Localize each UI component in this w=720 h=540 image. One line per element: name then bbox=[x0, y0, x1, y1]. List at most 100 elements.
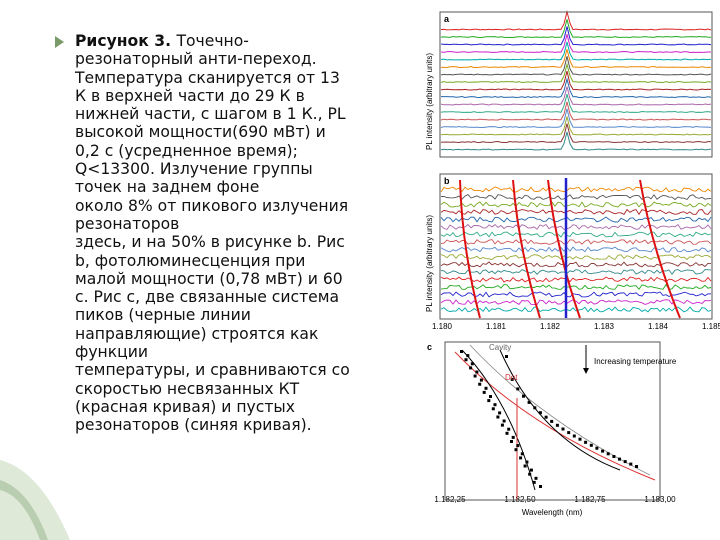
y-label: PL intensity (arbitrary units) bbox=[425, 215, 434, 312]
caption-line: резонаторов (синяя кривая). bbox=[75, 416, 350, 434]
spectrum bbox=[440, 306, 712, 313]
caption-text: К в верхней части до 29 К в bbox=[75, 86, 305, 105]
caption-line: резонаторный анти-переход. bbox=[75, 50, 350, 68]
spectrum bbox=[440, 34, 711, 54]
spectrum bbox=[440, 108, 712, 129]
caption-line: направляющие) строятся как bbox=[75, 325, 350, 343]
caption-text: малой мощности (0,78 мВт) и 60 bbox=[75, 269, 343, 288]
caption-text: с. Рис c, две связанные система bbox=[75, 288, 340, 307]
spectrum bbox=[441, 49, 712, 69]
spectrum bbox=[440, 261, 712, 268]
point bbox=[478, 382, 482, 386]
point bbox=[469, 366, 473, 370]
spectrum bbox=[440, 254, 712, 261]
caption-line: температуры, и сравниваются со bbox=[75, 361, 350, 379]
point bbox=[514, 448, 518, 452]
panel-c bbox=[444, 341, 661, 501]
dot-label: Dot bbox=[505, 373, 518, 382]
point bbox=[487, 399, 491, 403]
caption-line: точек на заднем фоне bbox=[75, 178, 350, 196]
caption-line: Q<13300. Излучение группы bbox=[75, 160, 350, 178]
point bbox=[475, 370, 479, 374]
point bbox=[505, 431, 509, 435]
caption-text: Q<13300. Излучение группы bbox=[75, 160, 313, 179]
point bbox=[555, 423, 559, 427]
caption-line: b, фотолюминесценция при bbox=[75, 252, 350, 270]
spectrum bbox=[440, 231, 712, 238]
x-tick-label: 1.185 bbox=[702, 322, 720, 331]
spectrum bbox=[440, 223, 712, 230]
spectrum bbox=[440, 26, 712, 46]
point bbox=[470, 362, 474, 366]
x-tick-label: 1.184 bbox=[648, 322, 669, 331]
point bbox=[544, 415, 548, 419]
spectrum bbox=[441, 77, 712, 99]
caption-text: высокой мощности(690 мВт) и bbox=[75, 123, 326, 142]
x-tick-label: 1.183 bbox=[594, 322, 615, 331]
point bbox=[473, 374, 477, 378]
point bbox=[572, 434, 576, 438]
point bbox=[534, 476, 538, 480]
caption-line: Температура сканируется от 13 bbox=[75, 69, 350, 87]
point bbox=[539, 485, 542, 488]
point bbox=[505, 355, 508, 358]
point bbox=[516, 444, 520, 448]
caption-line: К в верхней части до 29 К в bbox=[75, 87, 350, 105]
spectrum bbox=[440, 239, 712, 245]
point bbox=[618, 457, 621, 461]
guide bbox=[459, 179, 481, 319]
point bbox=[532, 480, 536, 484]
guide bbox=[499, 349, 621, 471]
point bbox=[484, 386, 488, 390]
bullet bbox=[55, 36, 64, 48]
caption-line: Рисунок 3. Точечно- bbox=[75, 32, 350, 50]
arrow bbox=[583, 368, 589, 374]
point bbox=[489, 395, 492, 398]
caption-text: нижней части, с шагом в 1 К., PL bbox=[75, 105, 346, 124]
guide bbox=[461, 349, 536, 491]
point bbox=[496, 415, 500, 419]
caption-line: 0,2 с (усредненное время); bbox=[75, 142, 350, 160]
caption-text: пиков (черные линии bbox=[75, 306, 251, 325]
guide bbox=[512, 179, 541, 319]
x-tick-label: 1.182 bbox=[540, 322, 561, 331]
point bbox=[522, 394, 525, 398]
point bbox=[493, 403, 497, 407]
spectrum bbox=[440, 186, 712, 193]
point bbox=[528, 472, 532, 476]
caption-text: скоростью несвязанных КТ bbox=[75, 379, 300, 398]
point bbox=[460, 350, 463, 353]
caption-line: функции bbox=[75, 343, 350, 361]
decor bbox=[0, 480, 48, 540]
point bbox=[529, 468, 533, 472]
point bbox=[516, 387, 520, 391]
spectrum bbox=[440, 283, 712, 291]
caption-text: 0,2 с (усредненное время); bbox=[75, 141, 298, 160]
x-tick-label: 1.180 bbox=[432, 322, 453, 331]
caption-text: Температура сканируется от 13 bbox=[75, 68, 340, 87]
x-tick-label: 1.181 bbox=[486, 322, 507, 331]
point bbox=[527, 400, 531, 404]
caption-lead: Рисунок 3. bbox=[75, 32, 177, 50]
spectrum bbox=[440, 56, 712, 76]
spectrum bbox=[440, 291, 712, 298]
spectrum bbox=[440, 299, 712, 305]
point bbox=[464, 358, 468, 362]
caption-line: высокой мощности(690 мВт) и bbox=[75, 123, 350, 141]
point bbox=[498, 411, 502, 415]
point bbox=[538, 411, 542, 415]
caption: Рисунок 3. Точечно-резонаторный анти-пер… bbox=[75, 32, 350, 435]
caption-line: скоростью несвязанных КТ bbox=[75, 380, 350, 398]
curve bbox=[454, 351, 656, 481]
caption-text: резонаторный анти-переход. bbox=[75, 50, 317, 69]
point bbox=[550, 419, 554, 423]
guide bbox=[639, 179, 681, 319]
point bbox=[511, 435, 515, 439]
spectrum bbox=[440, 276, 712, 283]
point bbox=[584, 440, 588, 444]
point bbox=[567, 431, 571, 435]
panel-a bbox=[439, 11, 713, 158]
point bbox=[589, 443, 593, 447]
spectrum bbox=[440, 194, 712, 201]
